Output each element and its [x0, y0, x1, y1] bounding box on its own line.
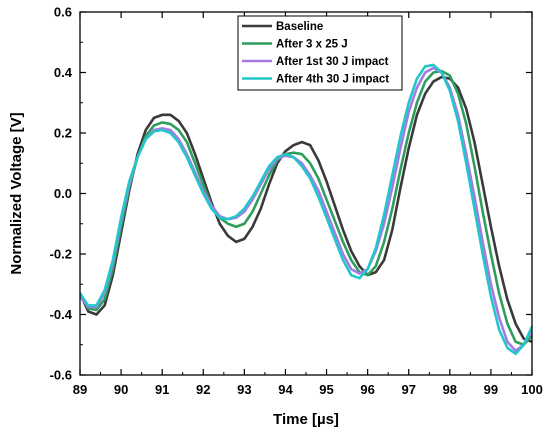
legend-label-3: After 1st 30 J impact: [276, 56, 389, 68]
series-line-4: [80, 63, 532, 356]
y-tick-label: 0.0: [54, 186, 72, 201]
series-line-1: [80, 75, 532, 344]
y-tick-label: -0.6: [50, 368, 72, 383]
x-tick-label: 90: [114, 382, 128, 397]
y-axis-title: Normalized Voltage [V]: [8, 112, 25, 274]
x-tick-label: 100: [521, 382, 543, 397]
x-tick-label: 98: [443, 382, 457, 397]
legend: Baseline After 3 x 25 J After 1st 30 J imp…: [237, 15, 403, 91]
x-tick-label: 95: [319, 382, 333, 397]
legend-label-4: After 4th 30 J impact: [276, 74, 389, 86]
y-tick-label: 0.2: [54, 126, 72, 141]
x-tick-label: 92: [196, 382, 210, 397]
legend-label-1: Baseline: [276, 21, 323, 33]
x-tick-label: 97: [401, 382, 415, 397]
series-line-2: [80, 69, 532, 347]
x-tick-label: 89: [73, 382, 87, 397]
y-tick-label: 0.4: [54, 65, 73, 80]
y-tick-label: 0.6: [54, 5, 72, 20]
x-axis-title: Time [µs]: [273, 411, 339, 428]
x-tick-label: 99: [484, 382, 498, 397]
x-tick-label: 93: [237, 382, 251, 397]
y-tick-label: -0.4: [50, 307, 73, 322]
series-line-3: [80, 66, 532, 353]
axes: 89 90 91 92 93 94 95 96 97 98 99 100 -0.6 -0.4 -0.2 0.0…: [50, 5, 543, 398]
x-tick-label: 91: [155, 382, 169, 397]
x-tick-label: 94: [278, 382, 293, 397]
y-tick-label: -0.2: [50, 247, 72, 262]
series-lines: [80, 63, 532, 356]
legend-label-2: After 3 x 25 J: [276, 39, 348, 51]
plot-area: [80, 63, 532, 356]
x-tick-label: 96: [360, 382, 374, 397]
